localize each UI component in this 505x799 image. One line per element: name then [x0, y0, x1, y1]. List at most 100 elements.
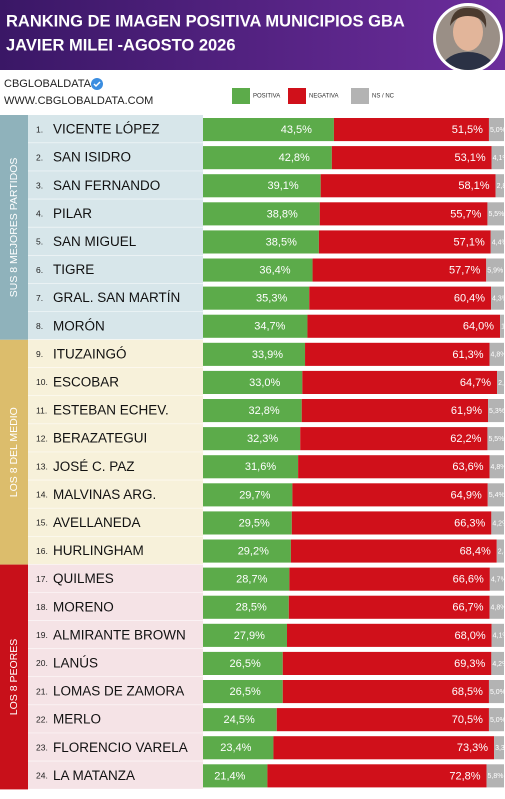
value-label: 26,5%: [230, 686, 261, 698]
rank: 18.: [36, 602, 48, 612]
value-label: 70,5%: [452, 714, 483, 726]
value-label: 68,4%: [460, 545, 491, 557]
category-label: ALMIRANTE BROWN: [53, 627, 186, 642]
category-label: MERLO: [53, 712, 101, 727]
bar-segment: [203, 567, 290, 591]
bar-segment: [497, 370, 504, 394]
value-label: 4,2%: [492, 661, 505, 668]
value-label: 29,5%: [239, 517, 270, 529]
value-label: 5,9%: [487, 267, 503, 274]
rank: 20.: [36, 658, 48, 668]
bar-segment: [203, 202, 320, 226]
value-label: 3,3%: [495, 745, 505, 752]
legend-label: NEGATIVA: [309, 94, 338, 100]
bar-segment: [203, 595, 289, 619]
bar-segment: [203, 483, 293, 507]
value-label: 28,7%: [236, 574, 267, 586]
bar-segment: [488, 399, 504, 423]
value-label: 4,8%: [491, 605, 505, 612]
row-background: [28, 536, 203, 565]
value-label: 73,3%: [457, 742, 488, 754]
check-icon: [93, 81, 101, 88]
rank: 17.: [36, 574, 48, 584]
row-background: [28, 199, 203, 228]
bar-segment: [203, 174, 321, 198]
row-background: [28, 115, 203, 144]
rank: 9.: [36, 349, 43, 359]
bar-segment: [491, 286, 504, 310]
value-label: 51,5%: [452, 124, 483, 136]
bar-segment: [291, 511, 492, 535]
value-label: 57,1%: [454, 236, 485, 248]
bar-segment: [292, 483, 488, 507]
value-label: 28,5%: [236, 602, 267, 614]
bar-segment: [203, 286, 310, 310]
bar-segment: [312, 258, 487, 282]
bar-segment: [203, 651, 283, 675]
rank: 14.: [36, 490, 48, 500]
value-label: 34,7%: [254, 321, 285, 333]
rank: 24.: [36, 771, 48, 781]
row-background: [28, 227, 203, 256]
value-label: 2,8%: [497, 183, 505, 190]
value-label: 4,4%: [492, 239, 505, 246]
rank: 8.: [36, 321, 43, 331]
value-label: 2,3%: [498, 380, 505, 387]
bar-segment: [488, 680, 504, 704]
header-band: [0, 0, 505, 70]
category-label: MALVINAS ARG.: [53, 487, 156, 502]
bar-segment: [298, 455, 490, 479]
bar-segment: [203, 539, 291, 563]
bar-segment: [203, 146, 332, 170]
value-label: 5,5%: [488, 436, 504, 443]
rank: 5.: [36, 237, 43, 247]
value-label: 4,2%: [492, 520, 505, 527]
bar-segment: [495, 174, 504, 198]
value-label: 39,1%: [267, 180, 298, 192]
row-background: [28, 592, 203, 621]
value-label: 36,4%: [259, 264, 290, 276]
rank: 7.: [36, 293, 43, 303]
value-label: 61,3%: [452, 349, 483, 361]
bar-segment: [203, 708, 277, 732]
bar-segment: [301, 399, 489, 423]
bar-segment: [203, 399, 302, 423]
category-label: MORENO: [53, 599, 114, 614]
legend-swatch: [232, 88, 250, 104]
bar-segment: [486, 258, 504, 282]
value-label: 4,7%: [491, 576, 505, 583]
rank: 6.: [36, 265, 43, 275]
value-label: 4,8%: [491, 352, 505, 359]
value-label: 5,8%: [488, 773, 504, 780]
rank: 2.: [36, 152, 43, 162]
bar-segment: [302, 370, 498, 394]
bar-segment: [488, 708, 504, 732]
value-label: 55,7%: [450, 208, 481, 220]
category-label: LA MATANZA: [53, 768, 135, 783]
category-label: GRAL. SAN MARTÍN: [53, 290, 180, 305]
value-label: 66,3%: [454, 517, 485, 529]
category-label: MORÓN: [53, 318, 105, 333]
value-label: 35,3%: [256, 293, 287, 305]
value-label: 5,3%: [489, 408, 505, 415]
bar-segment: [203, 118, 334, 142]
bar-segment: [500, 314, 504, 338]
rank: 19.: [36, 630, 48, 640]
row-background: [28, 143, 203, 172]
bar-segment: [203, 764, 268, 788]
value-label: 26,5%: [230, 658, 261, 670]
bar-segment: [489, 455, 504, 479]
value-label: 5,4%: [489, 492, 505, 499]
row-background: [28, 648, 203, 677]
row-background: [28, 761, 203, 790]
value-label: 5,0%: [490, 689, 505, 696]
group-label: SUS 8 MEJORES PARTIDOS: [8, 158, 20, 298]
bar-segment: [289, 567, 490, 591]
category-label: VICENTE LÓPEZ: [53, 122, 160, 137]
brand: CBGLOBALDATA: [4, 78, 92, 90]
bar-segment: [273, 736, 495, 760]
row-background: [28, 424, 203, 453]
legend-swatch: [288, 88, 306, 104]
row-background: [28, 508, 203, 537]
bar-segment: [276, 708, 489, 732]
